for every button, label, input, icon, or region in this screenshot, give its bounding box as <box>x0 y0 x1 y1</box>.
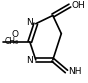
Text: N: N <box>26 56 33 65</box>
Text: NH: NH <box>68 67 82 76</box>
Text: N: N <box>26 18 33 27</box>
Text: O: O <box>12 30 19 39</box>
Text: OH: OH <box>72 1 85 10</box>
Text: CH₃: CH₃ <box>5 37 19 46</box>
